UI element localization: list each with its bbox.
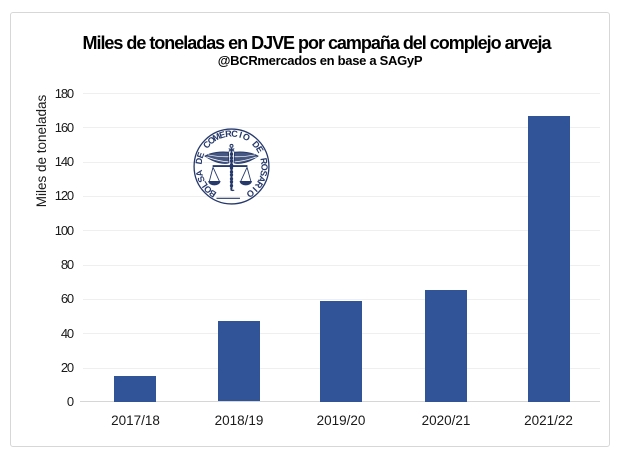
svg-text:D: D xyxy=(194,157,205,166)
svg-text:I: I xyxy=(238,130,243,140)
svg-text:M: M xyxy=(211,131,222,143)
svg-text:S: S xyxy=(258,169,269,177)
svg-text:S: S xyxy=(195,175,207,184)
svg-text:E: E xyxy=(254,144,266,154)
svg-text:O: O xyxy=(245,187,256,199)
svg-text:C: C xyxy=(201,139,213,151)
svg-text:O: O xyxy=(259,164,269,171)
svg-text:E: E xyxy=(195,151,206,160)
svg-text:E: E xyxy=(218,129,227,140)
svg-text:B: B xyxy=(207,187,218,199)
svg-text:R: R xyxy=(253,179,265,190)
svg-text:C: C xyxy=(231,128,239,139)
svg-text:R: R xyxy=(258,157,269,166)
svg-text:O: O xyxy=(206,134,218,146)
svg-text:I: I xyxy=(251,185,260,194)
svg-text:A: A xyxy=(194,169,205,178)
svg-text:L: L xyxy=(198,179,210,190)
svg-text:R: R xyxy=(225,128,233,139)
svg-text:A: A xyxy=(256,174,268,184)
svg-text:D: D xyxy=(250,139,262,151)
svg-text:O: O xyxy=(241,131,252,143)
